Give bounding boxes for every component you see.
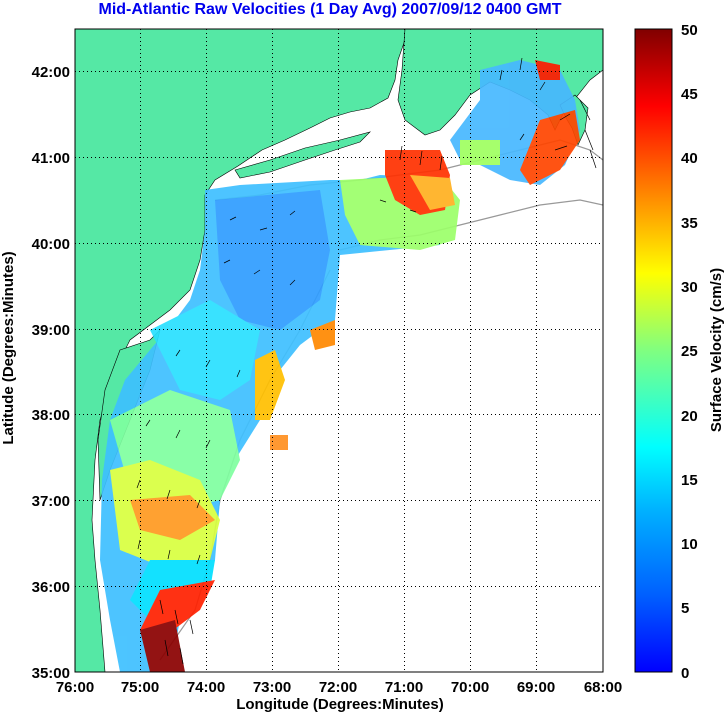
x-tick-label: 75:00 — [121, 679, 159, 696]
grid-lines — [75, 29, 603, 672]
x-tick-label: 76:00 — [56, 679, 94, 696]
colorbar-tick: 35 — [681, 215, 698, 232]
y-axis-label: Latitude (Degrees:Minutes) — [0, 251, 17, 444]
velocity-vectors — [136, 57, 597, 665]
x-tick-label: 72:00 — [319, 679, 357, 696]
x-tick-label: 73:00 — [253, 679, 291, 696]
y-axis-ticks: 42:00 41:00 40:00 39:00 38:00 37:00 36:0… — [32, 64, 70, 682]
colorbar-tick: 45 — [681, 86, 698, 103]
colorbar-tick: 0 — [681, 665, 689, 682]
colorbar-tick: 5 — [681, 600, 689, 617]
y-tick-label: 36:00 — [32, 579, 70, 596]
colorbar-gradient — [634, 28, 673, 673]
colorbar-tick: 40 — [681, 150, 698, 167]
x-axis-label: Longitude (Degrees:Minutes) — [236, 696, 444, 713]
y-tick-label: 37:00 — [32, 493, 70, 510]
y-tick-label: 42:00 — [32, 64, 70, 81]
x-tick-label: 74:00 — [187, 679, 225, 696]
colorbar-tick: 10 — [681, 536, 698, 553]
x-tick-label: 68:00 — [584, 679, 622, 696]
y-tick-label: 35:00 — [32, 665, 70, 682]
land-long-island — [234, 131, 372, 179]
colorbar-tick: 25 — [681, 343, 698, 360]
colorbar: 50 45 40 35 30 25 20 15 10 5 0 Surface V… — [634, 22, 724, 682]
colorbar-tick: 50 — [681, 22, 698, 39]
colorbar-tick: 20 — [681, 408, 698, 425]
x-axis-ticks: 76:00 75:00 74:00 73:00 72:00 71:00 70:0… — [56, 679, 622, 696]
velocity-field — [100, 60, 580, 672]
x-tick-label: 70:00 — [451, 679, 489, 696]
y-tick-label: 38:00 — [32, 407, 70, 424]
x-tick-label: 71:00 — [385, 679, 423, 696]
colorbar-tick: 15 — [681, 472, 698, 489]
y-tick-label: 41:00 — [32, 150, 70, 167]
y-tick-label: 39:00 — [32, 322, 70, 339]
x-tick-label: 69:00 — [517, 679, 555, 696]
y-tick-label: 40:00 — [32, 236, 70, 253]
map-title: Mid-Atlantic Raw Velocities (1 Day Avg) … — [98, 1, 562, 18]
colorbar-tick: 30 — [681, 279, 698, 296]
colorbar-label: Surface Velocity (cm/s) — [708, 268, 724, 432]
